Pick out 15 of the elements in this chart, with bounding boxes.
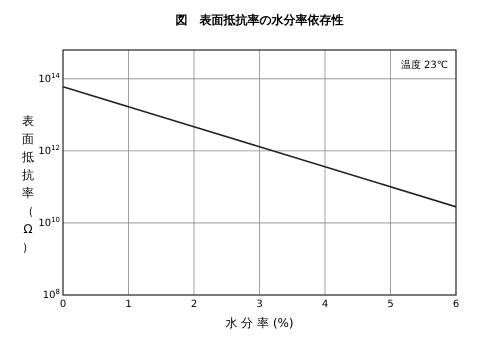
- y-tick-label: 10$^{14}$: [38, 72, 61, 85]
- y-axis-title: 表面抵抗率（Ω）: [21, 114, 34, 254]
- y-tick-label: 10$^{8}$: [42, 288, 60, 301]
- y-tick-label: 10$^{10}$: [38, 216, 60, 229]
- chart-title: 図 表面抵抗率の水分率依存性: [176, 13, 344, 27]
- x-tick-label: 1: [125, 299, 132, 310]
- x-tick-label: 6: [452, 299, 460, 310]
- x-tick-label: 3: [256, 299, 263, 310]
- x-tick-label: 4: [322, 299, 328, 310]
- x-tick-label: 5: [387, 299, 394, 310]
- x-tick-label: 0: [60, 299, 66, 310]
- x-tick-label: 2: [190, 299, 198, 310]
- y-tick-label: 10$^{12}$: [38, 144, 60, 157]
- x-axis-title: 水 分 率 (%): [225, 316, 294, 330]
- annotation: 温度 23℃: [400, 59, 448, 71]
